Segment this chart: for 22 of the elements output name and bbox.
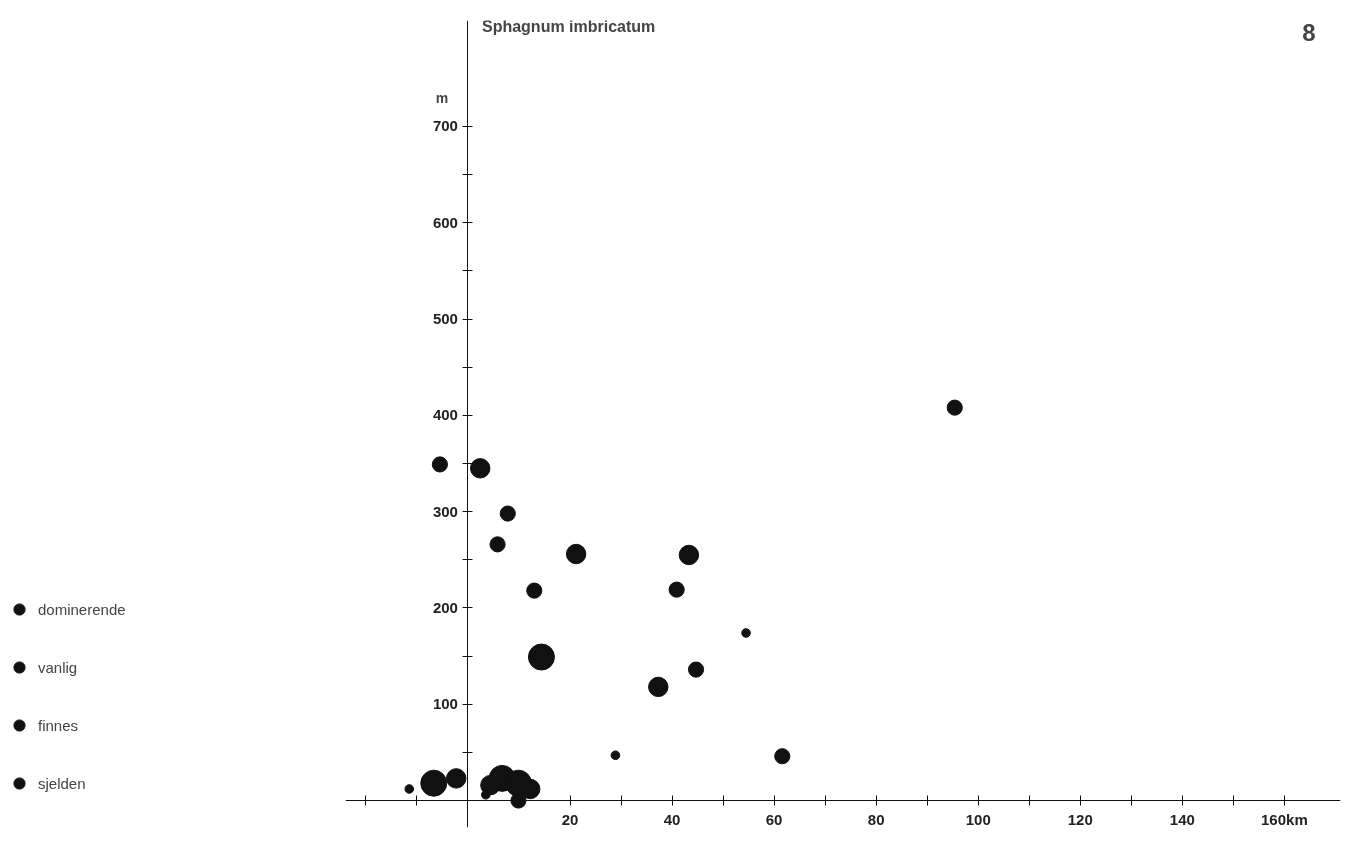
chart-title: Sphagnum imbricatum (481, 18, 656, 35)
y-tick-label: 100 (432, 695, 458, 713)
y-tick-label: 600 (432, 213, 458, 231)
y-tick-label: 700 (432, 117, 458, 135)
legend-label: finnes (38, 716, 79, 734)
legend-label: sjelden (38, 774, 86, 792)
x-tick-label: 80 (867, 810, 885, 828)
y-tick-label: 400 (432, 406, 458, 424)
y-tick-label: 200 (432, 598, 458, 616)
y-tick-label: 500 (432, 310, 458, 328)
y-tick-label: 300 (432, 502, 458, 520)
x-tick-label: 40 (663, 810, 681, 828)
x-tick-label: 120 (1067, 810, 1093, 828)
x-tick-label: 20 (561, 810, 579, 828)
legend-label: dominerende (38, 600, 126, 618)
y-axis-title: m (435, 90, 449, 107)
annotation: 8 (1302, 18, 1316, 46)
x-tick-label: 140 (1169, 810, 1195, 828)
x-tick-label: 60 (765, 810, 783, 828)
x-tick-label: 100 (965, 810, 991, 828)
x-tick-label: 160km (1261, 810, 1308, 828)
legend-label: vanlig (38, 658, 78, 676)
